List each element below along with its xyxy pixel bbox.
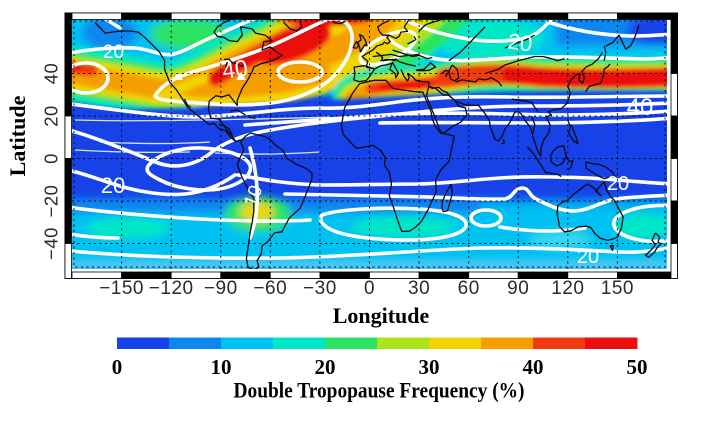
svg-text:20: 20 (506, 28, 534, 56)
svg-text:Longitude: Longitude (333, 303, 430, 328)
svg-text:40: 40 (40, 63, 61, 85)
svg-text:60: 60 (458, 278, 480, 299)
svg-text:0: 0 (40, 153, 61, 164)
svg-text:−90: −90 (204, 278, 238, 299)
svg-text:20: 20 (101, 173, 125, 198)
svg-text:−30: −30 (303, 278, 337, 299)
svg-text:20: 20 (577, 246, 599, 268)
svg-text:0: 0 (112, 355, 123, 379)
svg-text:Double Tropopause Frequency (%: Double Tropopause Frequency (%) (234, 378, 525, 403)
svg-text:−120: −120 (149, 278, 194, 299)
svg-text:90: 90 (507, 278, 529, 299)
svg-text:10: 10 (211, 355, 232, 379)
svg-text:20: 20 (607, 173, 629, 195)
svg-text:−150: −150 (99, 278, 144, 299)
svg-text:40: 40 (627, 94, 654, 121)
svg-text:−20: −20 (40, 185, 61, 218)
svg-text:40: 40 (523, 355, 544, 379)
svg-text:150: 150 (601, 278, 634, 299)
svg-text:20: 20 (315, 355, 336, 379)
svg-text:20: 20 (40, 105, 61, 127)
svg-text:−60: −60 (253, 278, 287, 299)
svg-text:20: 20 (103, 42, 124, 63)
svg-text:120: 120 (551, 278, 584, 299)
svg-text:40: 40 (220, 54, 249, 83)
svg-text:0: 0 (364, 278, 375, 299)
svg-text:30: 30 (419, 355, 440, 379)
svg-text:30: 30 (408, 278, 430, 299)
svg-text:50: 50 (627, 355, 648, 379)
svg-text:−40: −40 (40, 227, 61, 260)
svg-text:Latitude: Latitude (5, 95, 30, 176)
